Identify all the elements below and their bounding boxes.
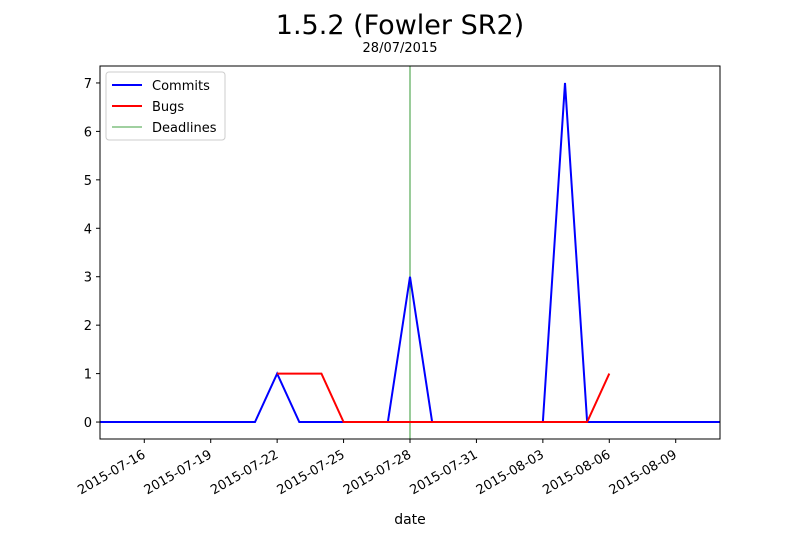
series-line-bugs xyxy=(277,372,611,424)
legend-label-bugs: Bugs xyxy=(152,100,184,115)
y-tick-label: 5 xyxy=(84,174,92,189)
y-tick-label: 4 xyxy=(84,222,92,237)
y-tick-label: 2 xyxy=(84,319,92,334)
legend-label-commits: Commits xyxy=(152,79,210,94)
y-tick-label: 3 xyxy=(84,271,92,286)
x-axis-label: date xyxy=(394,512,426,528)
chart-subtitle: 28/07/2015 xyxy=(363,41,438,56)
x-tick-label: 2015-07-31 xyxy=(407,447,480,498)
y-tick-label: 7 xyxy=(84,77,92,92)
legend-label-deadlines: Deadlines xyxy=(152,121,217,136)
x-tick-label: 2015-07-22 xyxy=(208,447,281,498)
x-tick-label: 2015-07-28 xyxy=(341,447,414,498)
series-line-commits xyxy=(100,82,720,424)
chart-title: 1.5.2 (Fowler SR2) xyxy=(276,10,524,41)
y-tick-label: 6 xyxy=(84,125,92,140)
y-tick-label: 1 xyxy=(84,368,92,383)
x-tick-label: 2015-08-03 xyxy=(474,447,547,498)
x-tick-label: 2015-07-25 xyxy=(275,447,348,498)
legend-box xyxy=(105,71,226,141)
x-tick-label: 2015-08-09 xyxy=(607,447,680,498)
x-tick-label: 2015-08-06 xyxy=(540,447,613,498)
y-tick-label: 0 xyxy=(84,416,92,431)
x-tick-label: 2015-07-16 xyxy=(75,447,148,498)
x-tick-label: 2015-07-19 xyxy=(142,447,215,498)
legend: Commits Bugs Deadlines xyxy=(105,71,226,141)
